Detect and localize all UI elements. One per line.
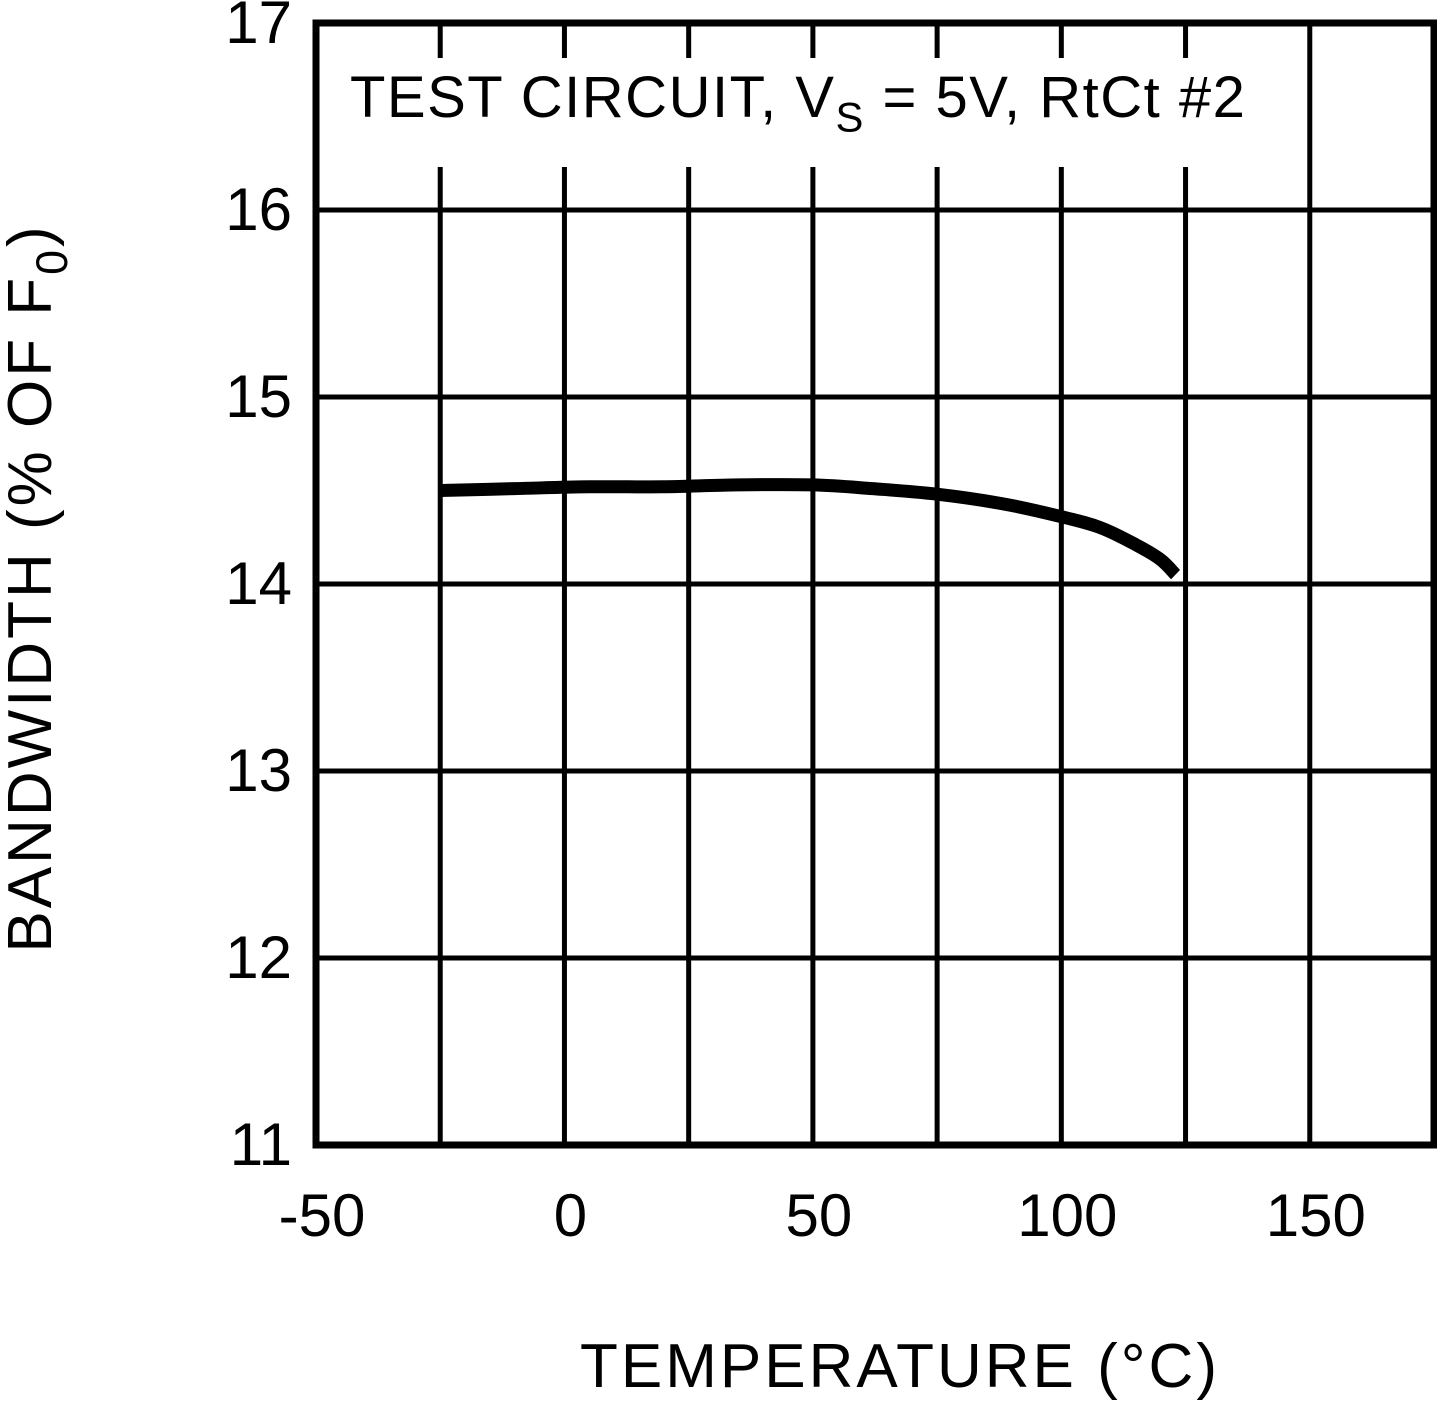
subscript-text: 0 bbox=[27, 246, 77, 275]
x-axis-title: TEMPERATURE (°C) bbox=[580, 1332, 1220, 1401]
x-tick-label: -50 bbox=[278, 1182, 366, 1249]
y-tick-label: 16 bbox=[225, 176, 292, 243]
y-axis-title: BANDWIDTH (% OF F0) bbox=[0, 223, 77, 953]
y-tick-label: 15 bbox=[225, 363, 292, 430]
y-tick-label: 12 bbox=[225, 924, 292, 991]
y-tick-label: 11 bbox=[229, 1111, 292, 1178]
x-tick-label: 100 bbox=[1017, 1182, 1118, 1249]
x-tick-label: 50 bbox=[785, 1182, 853, 1249]
chart-title-annotation: TEST CIRCUIT, VS = 5V, RtCt #2 bbox=[340, 58, 1269, 167]
data-curve bbox=[440, 478, 1181, 580]
x-tick-label: 150 bbox=[1265, 1182, 1366, 1249]
y-tick-label: 13 bbox=[225, 737, 292, 804]
subscript-text: S bbox=[835, 93, 865, 141]
x-tick-label: 0 bbox=[553, 1182, 588, 1249]
y-tick-label: 17 bbox=[225, 0, 292, 56]
y-tick-label: 14 bbox=[225, 550, 292, 617]
